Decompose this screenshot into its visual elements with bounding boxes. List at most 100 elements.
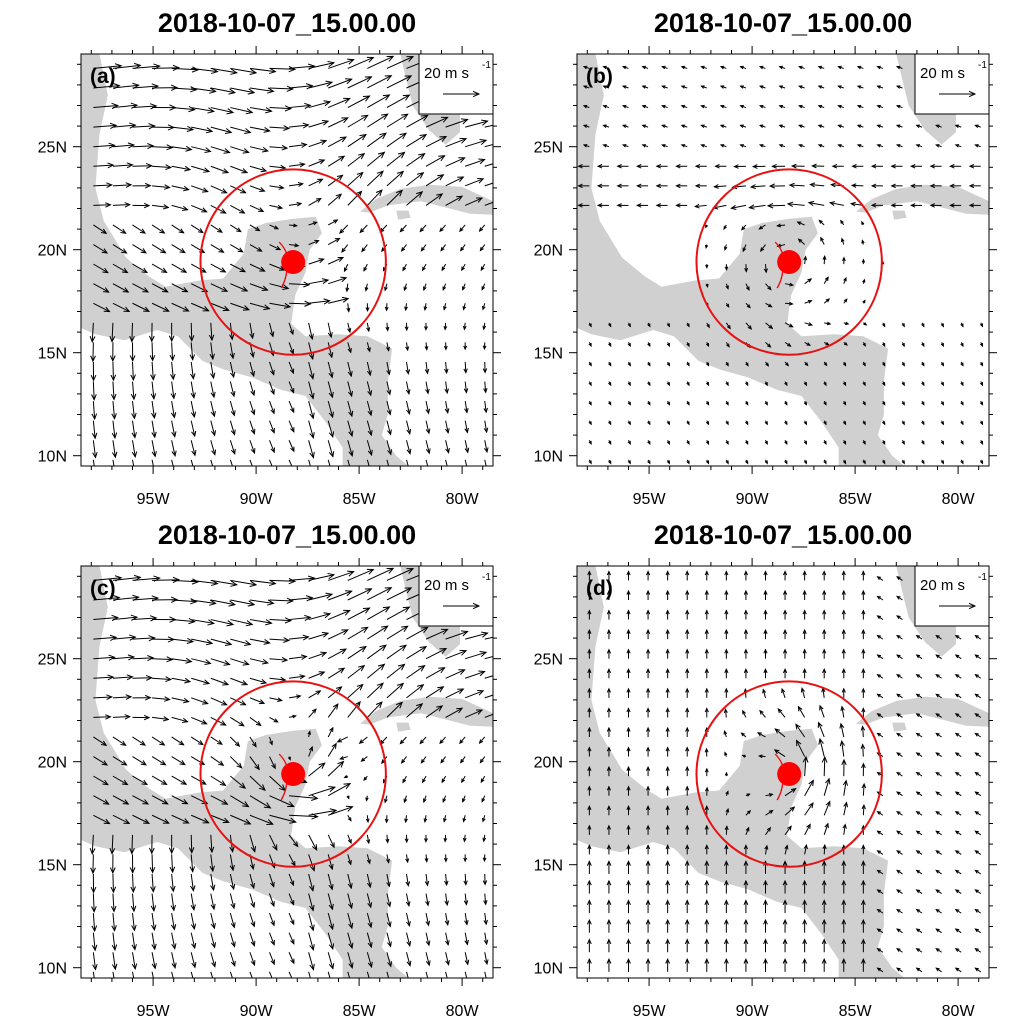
wind-vector [837, 65, 844, 70]
arrow-shaft [366, 400, 372, 416]
arrow-shaft [484, 952, 488, 965]
arrow-shaft [367, 587, 392, 601]
arrow-head [477, 689, 485, 696]
arrow-head [724, 266, 729, 271]
arrow-shaft [484, 144, 493, 148]
arrow-shaft [171, 599, 197, 603]
arrow-head [244, 128, 252, 134]
wind-vector [588, 322, 592, 328]
arrow-shaft [210, 87, 235, 94]
wind-vector [665, 824, 670, 835]
arrow-head [626, 687, 631, 693]
wind-vector [675, 164, 688, 169]
wind-vector [861, 609, 866, 620]
arrow-shaft [459, 736, 466, 744]
arrow-head [979, 362, 984, 367]
wind-vector [151, 913, 157, 932]
wind-vector [484, 144, 493, 148]
arrow-shaft [327, 440, 334, 457]
wind-vector [960, 361, 964, 367]
arrow-shaft [210, 244, 224, 253]
arrow-shaft [795, 724, 806, 738]
arrow-head [270, 427, 275, 434]
wind-vector [441, 263, 447, 272]
arrow-shaft [132, 795, 149, 805]
arrow-shaft [91, 834, 94, 854]
reference-unit-exponent: -1 [482, 60, 491, 71]
wind-vector [90, 342, 96, 363]
wind-vector [647, 322, 651, 328]
wind-vector [582, 144, 590, 148]
arrow-shaft [797, 706, 806, 718]
arrow-shaft [132, 873, 134, 892]
arrow-shaft [327, 219, 338, 226]
arrow-shaft [190, 932, 196, 949]
arrow-head [141, 779, 149, 786]
wind-vector [327, 117, 349, 128]
arrow-shaft [308, 300, 330, 304]
wind-vector [822, 648, 827, 659]
wind-vector [862, 400, 866, 406]
wind-vector [876, 810, 884, 816]
arrow-head [347, 570, 355, 577]
arrow-head [103, 287, 110, 293]
arrow-shaft [249, 440, 255, 454]
arrow-head [348, 942, 354, 950]
arrow-head [361, 626, 369, 634]
arrow-shaft [366, 834, 370, 844]
arrow-shaft [171, 420, 176, 437]
wind-vector [343, 775, 348, 779]
arrow-shaft [132, 361, 134, 380]
arrow-head [856, 65, 862, 70]
arrow-shaft [210, 361, 215, 379]
wind-vector [171, 677, 192, 684]
arrow-head [179, 760, 186, 766]
land-polygon [396, 210, 411, 220]
reference-unit-exponent: -1 [978, 60, 987, 71]
arrow-head [355, 190, 363, 198]
wind-vector [587, 785, 592, 796]
wind-vector [616, 183, 629, 189]
arrow-head [181, 286, 189, 293]
arrow-head [798, 65, 803, 70]
wind-vector [463, 873, 468, 886]
wind-vector [230, 146, 250, 154]
arrow-head [162, 799, 169, 805]
wind-vector [882, 381, 886, 387]
wind-vector [439, 224, 446, 233]
arrow-shaft [328, 277, 347, 285]
arrow-shaft [347, 607, 370, 621]
arrow-head [230, 68, 238, 75]
arrow-head [275, 245, 282, 251]
arrow-shaft [484, 913, 487, 925]
arrow-head [446, 980, 450, 985]
wind-vector [249, 185, 266, 193]
arrow-head [291, 978, 294, 983]
wind-vector [685, 609, 690, 620]
arrow-head [896, 732, 901, 737]
wind-vector [974, 693, 982, 699]
arrow-head [802, 570, 807, 576]
wind-vector [152, 164, 173, 171]
arrow-head [825, 777, 831, 785]
arrow-shaft [464, 893, 467, 905]
wind-vector [465, 651, 488, 660]
arrow-head [305, 83, 314, 90]
arrow-shaft [93, 736, 107, 746]
arrow-head [782, 628, 788, 634]
arrow-head [483, 939, 489, 946]
wind-vector [386, 952, 393, 968]
wind-vector [929, 164, 942, 169]
arrow-shaft [91, 322, 94, 342]
wind-vector [842, 779, 848, 796]
wind-vector [464, 932, 469, 946]
arrow-head [398, 151, 406, 159]
wind-vector [347, 420, 354, 438]
arrow-head [915, 654, 921, 659]
wind-vector [704, 824, 709, 835]
arrow-head [457, 688, 465, 695]
arrow-shaft [191, 814, 209, 824]
arrow-head [797, 705, 803, 712]
arrow-head [404, 306, 408, 312]
arrow-head [386, 409, 392, 416]
